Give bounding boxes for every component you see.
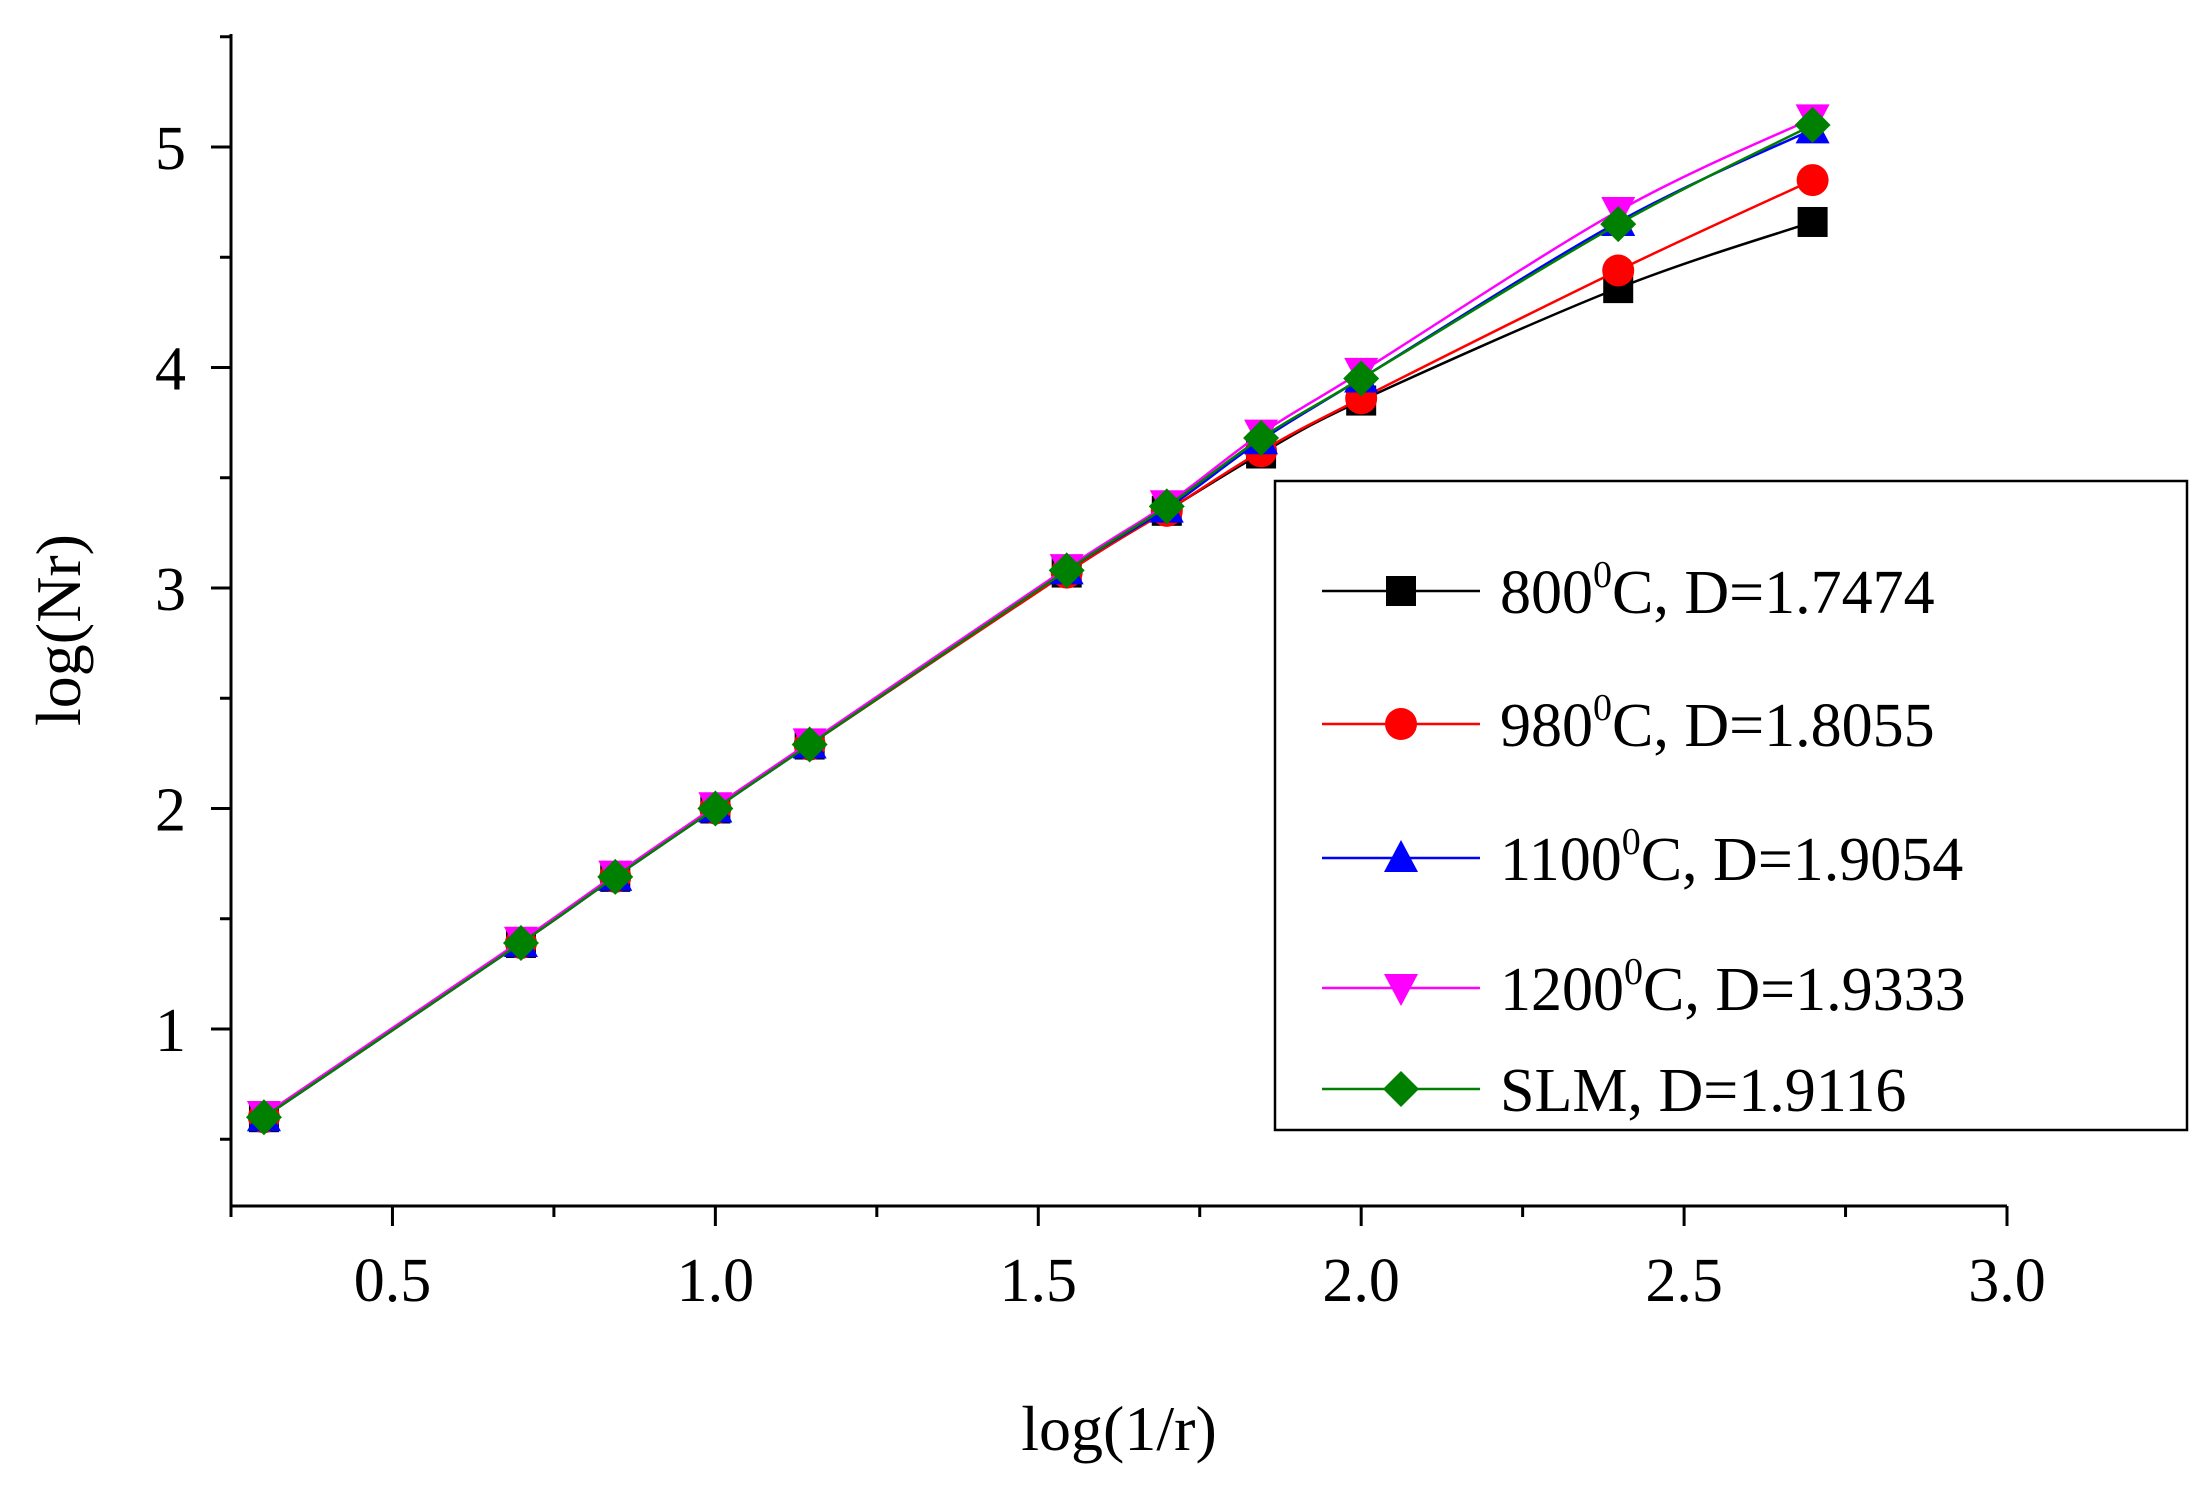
y-tick-label: 5 — [155, 115, 186, 183]
series-4 — [245, 106, 1831, 1136]
data-point — [1343, 360, 1380, 397]
x-tick-label: 0.5 — [354, 1247, 432, 1315]
legend-marker — [1384, 840, 1418, 872]
legend-marker — [1386, 576, 1416, 606]
y-axis-title: log(Nr) — [23, 534, 94, 726]
legend-marker — [1384, 974, 1418, 1006]
data-point — [1796, 164, 1829, 197]
ticks: 0.5 1.0 1.5 2.0 2.5 3.0 1 2 3 4 5 — [155, 35, 2046, 1315]
x-tick-label: 1.0 — [677, 1247, 755, 1315]
legend-label: 12000C, D=1.9333 — [1500, 951, 1966, 1024]
legend-label: 8000C, D=1.7474 — [1500, 554, 1935, 627]
x-tick-label: 2.0 — [1322, 1247, 1400, 1315]
legend-label: SLM, D=1.9116 — [1500, 1057, 1906, 1125]
legend-box — [1273, 479, 2189, 1132]
x-tick-label: 2.5 — [1645, 1247, 1723, 1315]
series-layer — [245, 104, 1831, 1136]
y-tick-label: 3 — [155, 556, 186, 624]
data-point — [1794, 106, 1831, 143]
legend: 8000C, D=1.7474 9800C, D=1.8055 11000C, D=… — [1273, 479, 2189, 1132]
data-point — [1797, 206, 1828, 237]
legend-marker — [1383, 1071, 1419, 1107]
data-point — [245, 1099, 282, 1136]
y-tick-label: 2 — [155, 777, 186, 845]
data-point — [697, 790, 734, 827]
y-tick-label: 1 — [155, 997, 186, 1065]
x-tick-label: 3.0 — [1968, 1247, 2046, 1315]
x-tick-label: 1.5 — [1000, 1247, 1078, 1315]
data-point — [791, 726, 828, 763]
legend-label: 11000C, D=1.9054 — [1500, 821, 1963, 894]
data-point — [1148, 488, 1185, 525]
data-point — [1600, 206, 1637, 243]
x-axis-title: log(1/r) — [1021, 1393, 1217, 1464]
data-point — [1048, 552, 1085, 589]
data-point — [502, 925, 539, 962]
data-point — [1243, 420, 1280, 457]
legend-label: 9800C, D=1.8055 — [1500, 687, 1935, 760]
y-tick-label: 4 — [155, 336, 186, 404]
legend-marker — [1385, 708, 1417, 740]
axes — [229, 34, 2007, 1208]
data-point — [1602, 254, 1635, 287]
data-point — [597, 858, 634, 895]
